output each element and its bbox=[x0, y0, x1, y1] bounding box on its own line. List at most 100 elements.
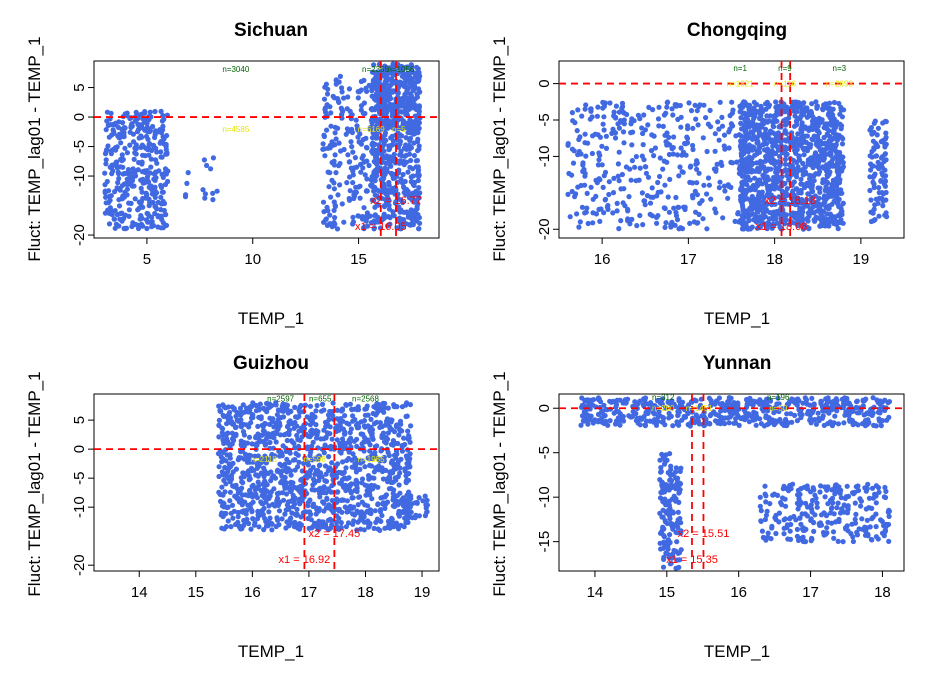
data-point bbox=[770, 185, 776, 191]
data-point bbox=[305, 499, 311, 506]
data-point bbox=[321, 146, 328, 152]
data-point bbox=[337, 441, 343, 447]
data-point bbox=[210, 155, 216, 161]
data-point bbox=[824, 126, 830, 132]
data-point bbox=[579, 113, 585, 119]
data-point bbox=[108, 110, 114, 116]
data-point bbox=[146, 141, 153, 147]
data-point bbox=[635, 420, 641, 426]
data-point bbox=[331, 207, 337, 213]
data-point bbox=[788, 211, 794, 217]
data-point bbox=[400, 495, 406, 501]
data-point bbox=[730, 160, 736, 166]
data-point bbox=[324, 91, 331, 97]
data-point bbox=[396, 524, 402, 530]
data-point bbox=[160, 220, 166, 226]
data-point bbox=[106, 210, 113, 216]
data-point bbox=[350, 214, 356, 220]
data-point bbox=[816, 415, 822, 421]
y-axis-label: Fluct: TEMP_lag01 - TEMP_1 bbox=[490, 371, 509, 596]
data-point bbox=[227, 489, 233, 495]
x-tick-label: 19 bbox=[414, 584, 431, 601]
data-point bbox=[610, 126, 616, 132]
data-point bbox=[697, 102, 703, 108]
data-point bbox=[585, 399, 591, 405]
data-point bbox=[738, 170, 744, 176]
data-point bbox=[601, 114, 607, 120]
data-point bbox=[871, 184, 877, 191]
data-point bbox=[115, 180, 121, 186]
data-point bbox=[584, 205, 590, 211]
data-point bbox=[374, 159, 381, 166]
data-point bbox=[261, 465, 267, 471]
data-point bbox=[396, 215, 403, 221]
data-point bbox=[836, 178, 842, 184]
data-point bbox=[672, 102, 678, 108]
data-point bbox=[350, 413, 356, 419]
data-point bbox=[260, 428, 266, 434]
data-point bbox=[256, 414, 262, 420]
data-point bbox=[416, 111, 422, 117]
data-point bbox=[323, 81, 329, 87]
data-point bbox=[405, 515, 411, 521]
data-point bbox=[391, 103, 398, 109]
data-point bbox=[305, 433, 311, 439]
data-point bbox=[229, 430, 235, 436]
data-point bbox=[325, 517, 331, 523]
count-label: n=3 bbox=[833, 64, 847, 73]
data-point bbox=[399, 125, 405, 131]
data-point bbox=[406, 503, 412, 509]
x-axis-label: TEMP_1 bbox=[704, 309, 770, 328]
data-point bbox=[756, 149, 763, 155]
data-point bbox=[103, 161, 109, 167]
breakpoint-label: x2 = 18.18 bbox=[764, 195, 816, 207]
data-point bbox=[660, 166, 666, 172]
data-point bbox=[291, 457, 297, 463]
data-point bbox=[344, 509, 350, 515]
data-point bbox=[795, 116, 801, 122]
x-tick-label: 5 bbox=[143, 251, 151, 268]
data-point bbox=[365, 437, 371, 443]
data-point bbox=[266, 509, 272, 515]
data-point bbox=[804, 182, 810, 188]
data-point bbox=[821, 156, 827, 162]
data-point bbox=[111, 216, 117, 222]
data-point bbox=[393, 187, 399, 193]
data-point bbox=[624, 111, 630, 118]
data-point bbox=[657, 155, 663, 161]
data-point bbox=[164, 151, 170, 157]
data-point bbox=[781, 213, 787, 220]
x-tick-label: 15 bbox=[187, 584, 204, 601]
data-point bbox=[818, 141, 824, 147]
data-point bbox=[883, 189, 889, 196]
data-point bbox=[225, 474, 231, 480]
data-point bbox=[673, 213, 680, 219]
data-point bbox=[798, 176, 804, 182]
data-point bbox=[700, 216, 706, 222]
data-point bbox=[390, 479, 396, 485]
data-point bbox=[402, 178, 408, 185]
data-point bbox=[152, 108, 158, 115]
data-point bbox=[332, 202, 338, 208]
data-point bbox=[841, 420, 847, 426]
data-point bbox=[717, 401, 724, 407]
data-point bbox=[227, 452, 233, 458]
data-point bbox=[757, 214, 763, 220]
data-point bbox=[240, 509, 246, 515]
data-point bbox=[871, 206, 877, 212]
data-point bbox=[725, 195, 731, 201]
data-point bbox=[792, 412, 798, 418]
data-point bbox=[613, 115, 619, 121]
data-point bbox=[707, 107, 713, 113]
data-point bbox=[803, 397, 810, 403]
data-point bbox=[221, 526, 227, 532]
data-point bbox=[716, 185, 723, 191]
data-point bbox=[124, 176, 130, 182]
data-point bbox=[241, 474, 247, 480]
data-point bbox=[822, 223, 828, 229]
data-point bbox=[738, 185, 744, 191]
data-point bbox=[160, 112, 166, 119]
data-point bbox=[396, 482, 402, 488]
data-point bbox=[308, 428, 314, 434]
data-point bbox=[374, 173, 380, 179]
